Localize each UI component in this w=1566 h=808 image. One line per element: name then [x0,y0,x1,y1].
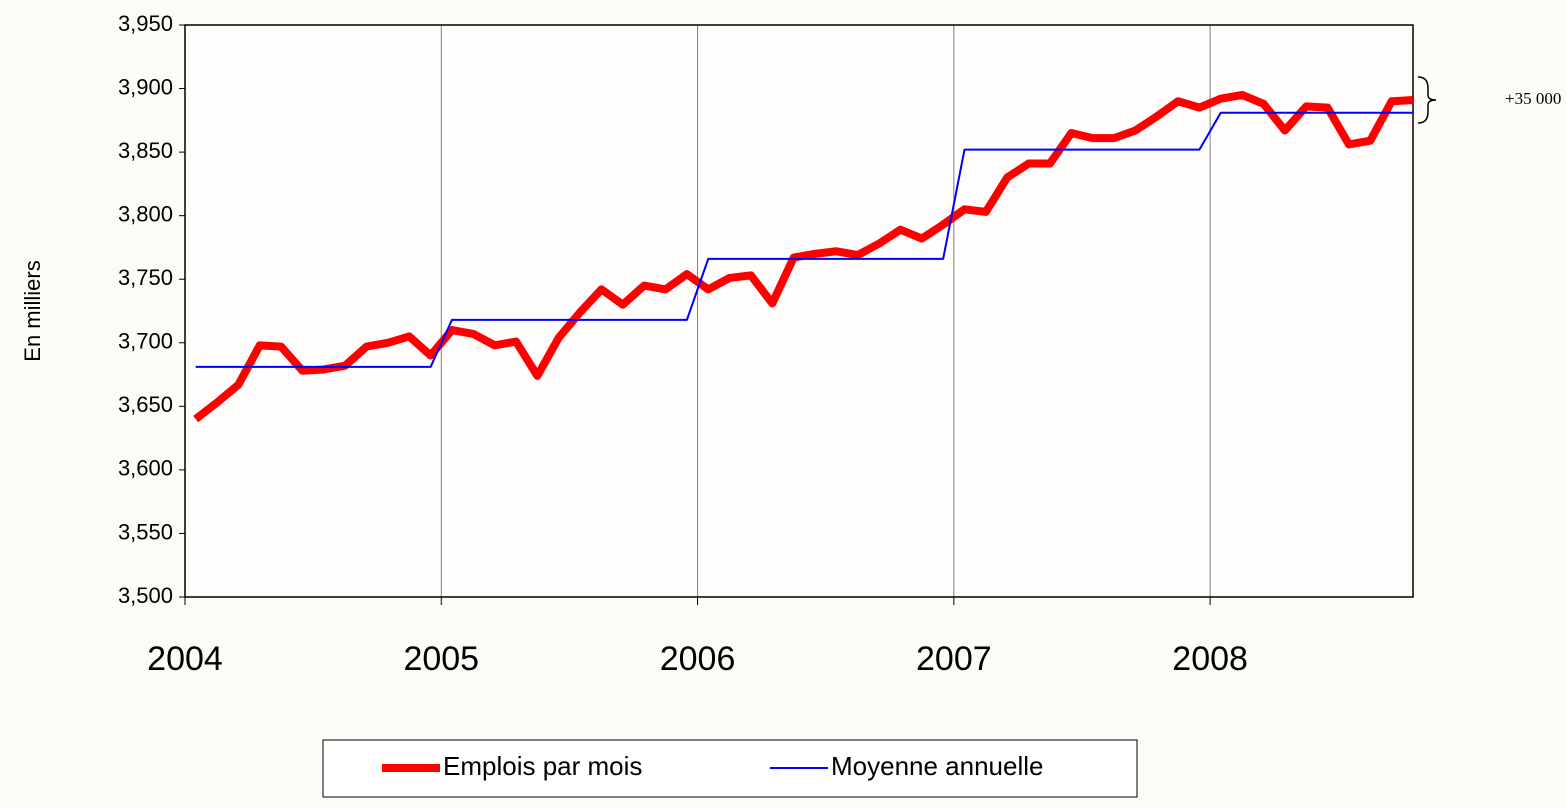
chart: En milliers +35 000 3,500 3,550 3,600 3,650… [0,0,1566,808]
y-axis-label: En milliers [20,260,45,361]
y-tick-label: 3,600 [118,456,173,481]
y-tick-label: 3,900 [118,74,173,99]
x-tick-label: 2005 [403,640,479,678]
x-tick-label: 2008 [1172,640,1248,678]
x-tick-label: 2006 [660,640,736,678]
x-tick-label: 2007 [916,640,992,678]
legend-label: Moyenne annuelle [831,751,1044,781]
x-tick-label: 2004 [147,640,223,678]
y-tick-label: 3,850 [118,138,173,163]
y-tick-label: 3,500 [118,583,173,608]
plot-area [185,25,1413,597]
y-tick-label: 3,950 [118,11,173,36]
y-tick-label: 3,750 [118,265,173,290]
y-tick-label: 3,550 [118,519,173,544]
y-tick-label: 3,700 [118,329,173,354]
legend-label: Emplois par mois [443,751,642,781]
y-tick-label: 3,800 [118,201,173,226]
annotation: +35 000 [1505,89,1561,108]
y-tick-label: 3,650 [118,392,173,417]
